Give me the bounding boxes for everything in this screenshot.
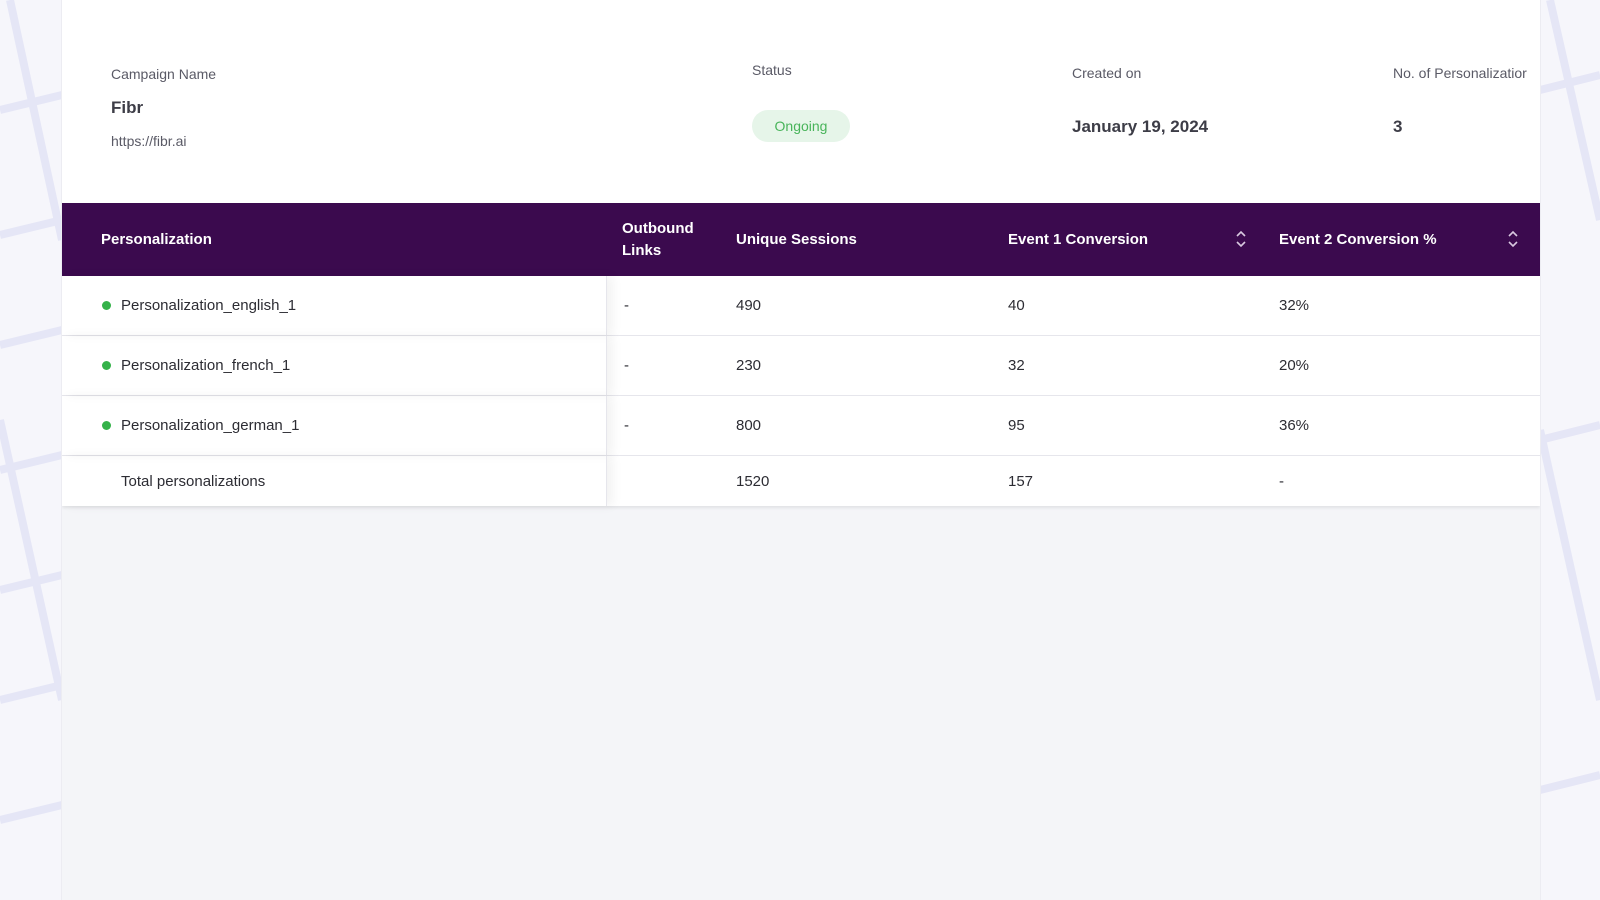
table-header: Personalization Outbound Links Unique Se… <box>62 203 1540 276</box>
personalization-name[interactable]: Personalization_french_1 <box>121 357 291 374</box>
personalization-count-label: No. of Personalizatior <box>1393 65 1527 81</box>
outbound-header-line1: Outbound <box>622 219 694 237</box>
status-label: Status <box>752 62 792 78</box>
active-status-dot <box>102 420 111 430</box>
personalization-name[interactable]: Personalization_english_1 <box>121 297 297 314</box>
column-header-unique-sessions: Unique Sessions <box>736 230 857 248</box>
outbound-header-line2: Links <box>622 241 662 259</box>
total-unique-sessions: 1520 <box>736 472 770 490</box>
event1-conversion-value: 40 <box>1008 297 1025 314</box>
event2-conversion-value: 36% <box>1279 417 1310 434</box>
created-on-date: January 19, 2024 <box>1072 117 1209 136</box>
unique-sessions-value: 230 <box>736 357 762 374</box>
outbound-links-value: - <box>624 357 629 374</box>
table-row[interactable]: Personalization_french_1 - 230 32 20% <box>62 336 1540 396</box>
column-header-event1-conversion: Event 1 Conversion <box>1008 230 1149 248</box>
sticky-column-cell <box>62 336 607 395</box>
personalization-count: 3 <box>1393 117 1403 136</box>
sticky-column-cell <box>62 456 607 506</box>
column-header-event2-conversion: Event 2 Conversion % <box>1279 230 1437 248</box>
personalization-table: Personalization Outbound Links Unique Se… <box>62 203 1540 506</box>
active-status-dot <box>102 300 111 310</box>
status-badge: Ongoing <box>752 110 850 142</box>
total-event2-conversion: - <box>1279 472 1284 490</box>
event2-conversion-value: 20% <box>1279 357 1310 374</box>
event1-conversion-value: 32 <box>1008 357 1025 374</box>
sort-updown-icon[interactable] <box>1507 229 1519 249</box>
campaign-url[interactable]: https://fibr.ai <box>111 133 187 149</box>
event1-conversion-value: 95 <box>1008 417 1025 434</box>
outbound-links-value: - <box>624 417 629 434</box>
outbound-links-value: - <box>624 297 629 314</box>
table-row[interactable]: Personalization_german_1 - 800 95 36% <box>62 396 1540 456</box>
table-row[interactable]: Personalization_english_1 - 490 40 32% <box>62 276 1540 336</box>
column-header-personalization: Personalization <box>101 230 212 248</box>
column-header-outbound-links: Outbound Links <box>622 203 694 276</box>
personalization-name[interactable]: Personalization_german_1 <box>121 417 300 434</box>
total-label: Total personalizations <box>121 472 266 490</box>
active-status-dot <box>102 360 111 370</box>
campaign-summary: Campaign Name Fibr https://fibr.ai Statu… <box>62 0 1540 203</box>
sort-updown-icon[interactable] <box>1235 229 1247 249</box>
table-total-row: Total personalizations 1520 157 - <box>62 456 1540 506</box>
sticky-column-cell <box>62 276 607 335</box>
campaign-name: Fibr <box>111 98 144 117</box>
sticky-column-cell <box>62 396 607 455</box>
event2-conversion-value: 32% <box>1279 297 1310 314</box>
total-event1-conversion: 157 <box>1008 472 1034 490</box>
campaign-name-label: Campaign Name <box>111 66 217 82</box>
campaign-panel: Campaign Name Fibr https://fibr.ai Statu… <box>62 0 1540 900</box>
unique-sessions-value: 490 <box>736 297 762 314</box>
unique-sessions-value: 800 <box>736 417 762 434</box>
created-on-label: Created on <box>1072 65 1142 81</box>
